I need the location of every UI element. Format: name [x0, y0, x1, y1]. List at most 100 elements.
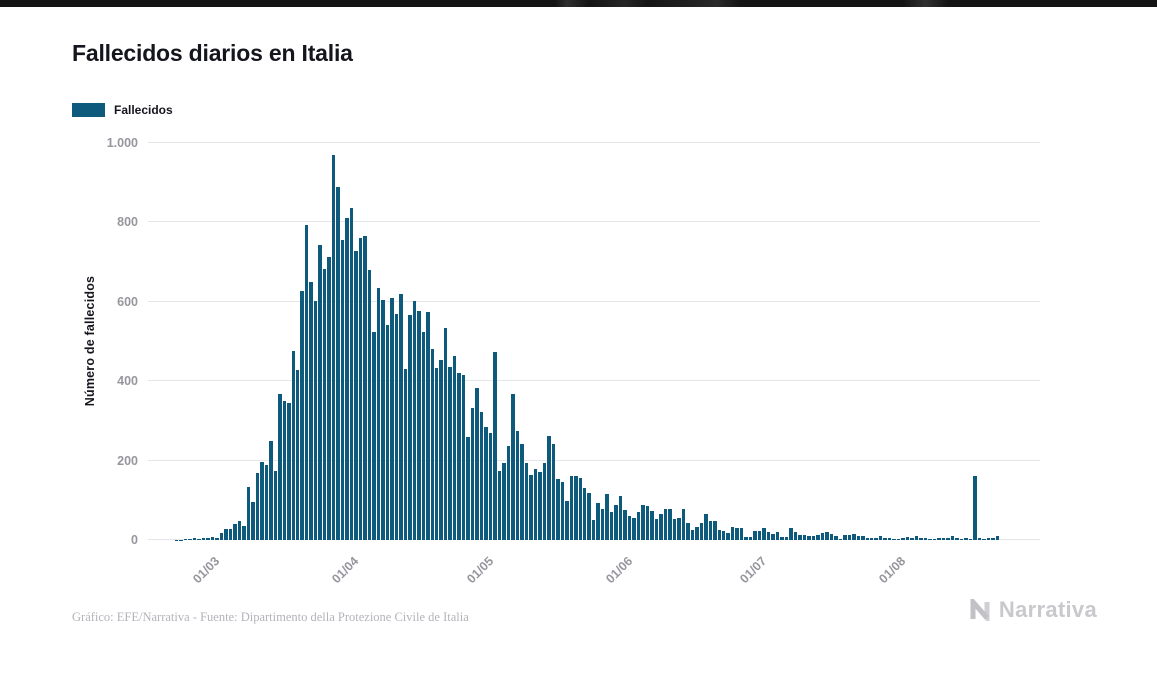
chart-title: Fallecidos diarios en Italia [72, 40, 353, 66]
bar [556, 479, 560, 540]
bar [654, 518, 659, 540]
bar [300, 291, 304, 540]
bar [614, 505, 618, 540]
bar [672, 518, 677, 540]
bar [484, 426, 488, 540]
x-tick-label: 01/05 [463, 554, 496, 587]
bar [363, 235, 367, 540]
bar [493, 351, 497, 540]
bar [587, 492, 591, 540]
bar [269, 440, 273, 540]
bar [699, 522, 704, 540]
bar [968, 538, 973, 540]
bar [596, 503, 600, 540]
bar [735, 528, 739, 540]
bar [623, 510, 627, 540]
bar [511, 393, 515, 540]
bar [852, 534, 856, 540]
bar [645, 506, 650, 540]
bar [829, 533, 834, 540]
bar [497, 470, 502, 540]
bar [717, 530, 721, 540]
bar [825, 532, 829, 540]
bar [443, 328, 448, 540]
bar [264, 464, 269, 540]
bar [950, 536, 955, 540]
bar [775, 531, 780, 540]
bar [488, 433, 493, 540]
bar [941, 538, 946, 540]
bar [578, 478, 582, 540]
bar [345, 217, 349, 540]
bar [847, 534, 852, 540]
bar [417, 310, 421, 540]
bar [865, 538, 869, 540]
legend-swatch [72, 103, 105, 117]
bar [336, 187, 340, 540]
bar [609, 512, 614, 540]
bar [905, 536, 910, 540]
bar [681, 509, 686, 540]
bar [542, 462, 547, 540]
bar [901, 538, 905, 540]
legend: Fallecidos [72, 103, 173, 117]
bar [430, 348, 434, 540]
bar [309, 281, 313, 540]
bar [874, 538, 878, 540]
bar [789, 528, 793, 540]
bar [932, 539, 937, 540]
bar [878, 535, 883, 540]
bar [910, 538, 914, 540]
bar [255, 473, 260, 540]
bar [233, 523, 237, 540]
bar [591, 520, 596, 540]
gridline [148, 300, 1040, 302]
bar [381, 300, 385, 540]
bar [757, 530, 762, 540]
bar [354, 251, 358, 540]
y-tick-label: 200 [117, 453, 138, 468]
bar [923, 537, 928, 540]
bar [793, 532, 798, 540]
bar [856, 536, 861, 540]
bar [228, 528, 233, 540]
bar [605, 493, 609, 540]
bar [385, 324, 390, 540]
bar [452, 355, 457, 540]
bar [322, 268, 327, 540]
bar [412, 301, 417, 540]
bar [632, 518, 636, 540]
bar [663, 508, 668, 540]
bar [744, 536, 748, 540]
bar [811, 536, 816, 540]
bar [919, 537, 923, 540]
bar [762, 528, 766, 540]
bar [547, 436, 551, 540]
bar [780, 536, 784, 540]
bar [627, 516, 632, 540]
narrativa-logo: Narrativa [969, 597, 1097, 623]
plot-area: 0 200 400 600 800 1.000 01/03 01/04 01/05 01/06 0… [107, 136, 1040, 586]
bar [188, 538, 192, 540]
bar [282, 401, 287, 540]
bar [538, 471, 542, 540]
bar [600, 509, 605, 540]
bar [295, 370, 300, 540]
bar [834, 535, 838, 540]
bar [529, 474, 533, 540]
bar [246, 487, 251, 540]
bar [394, 313, 399, 540]
bar [569, 475, 574, 540]
bar [340, 239, 345, 540]
bar [802, 535, 807, 540]
bar [479, 411, 484, 540]
bar [367, 269, 372, 540]
bar [470, 407, 475, 540]
bar [520, 443, 524, 540]
bar [766, 531, 771, 540]
bar [887, 537, 892, 540]
bar [914, 536, 919, 540]
bar [982, 538, 986, 540]
bar [955, 537, 959, 540]
bar [726, 532, 730, 540]
